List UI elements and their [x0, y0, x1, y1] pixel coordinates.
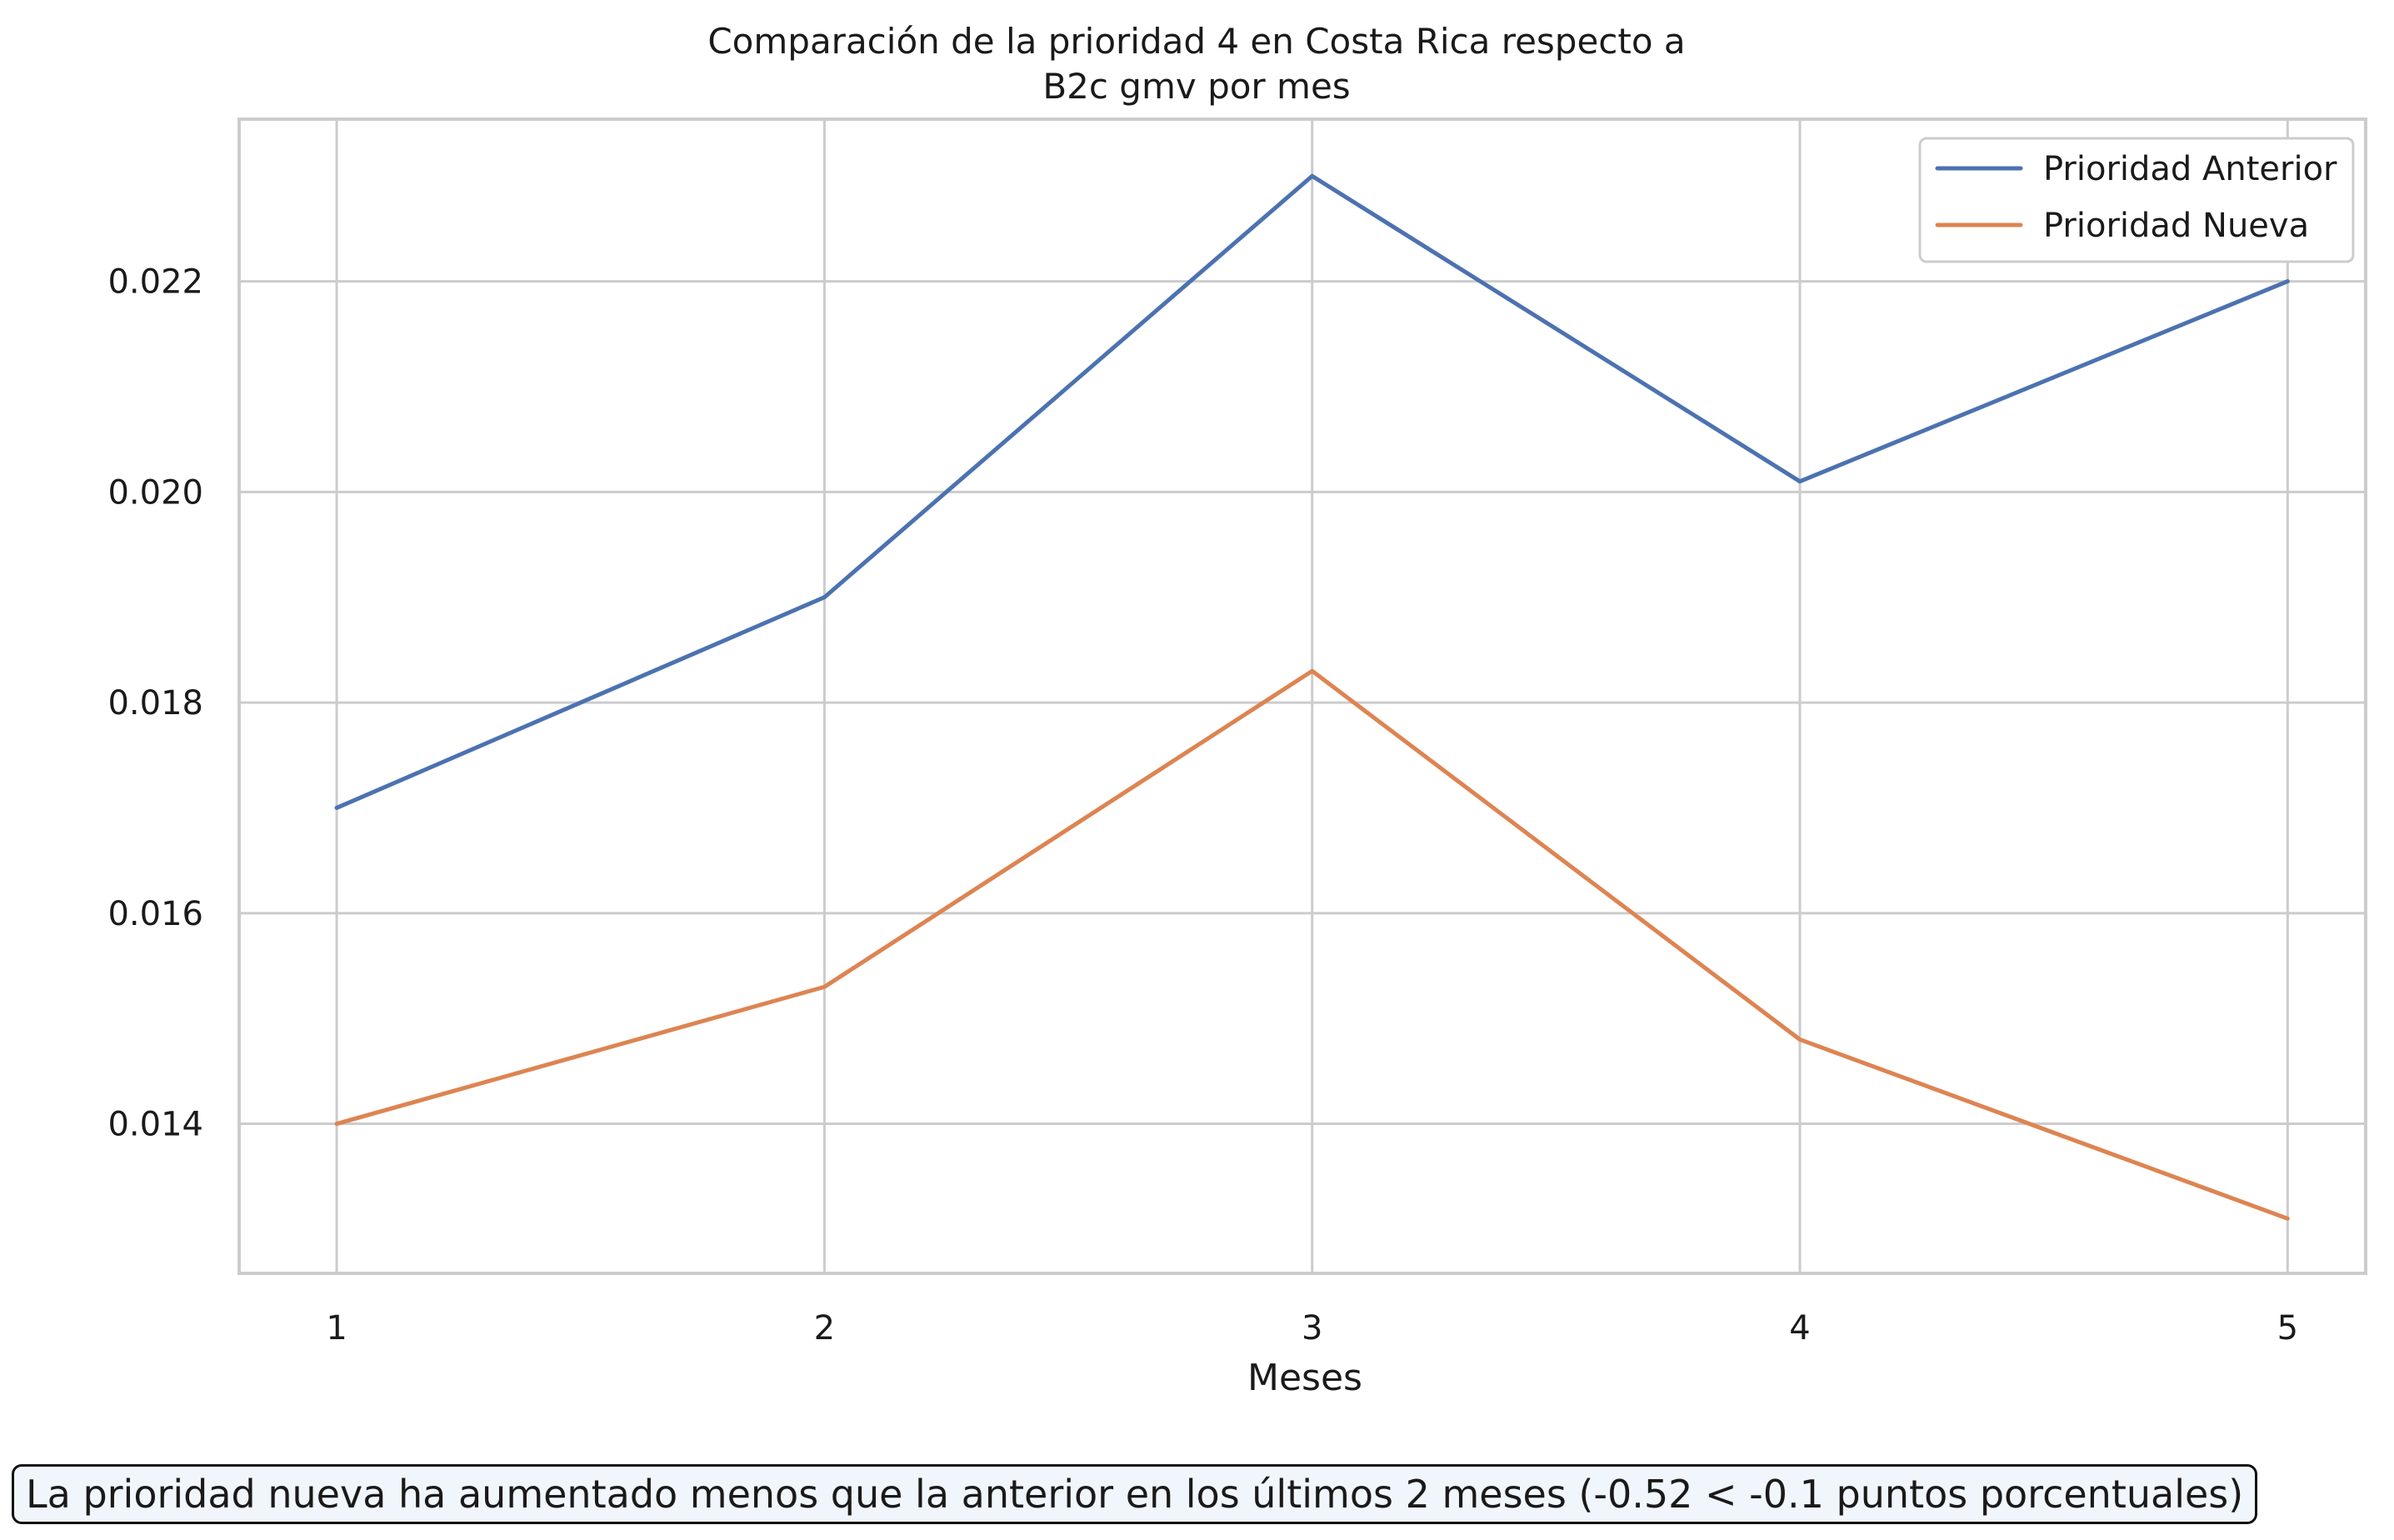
plot-frame [237, 118, 2367, 1275]
legend: Prioridad Anterior Prioridad Nueva [1918, 137, 2355, 263]
series-line-prioridad-nueva [334, 668, 2290, 1221]
y-tick-label-0.014: 0.014 [107, 1106, 203, 1144]
x-tick-label-1: 1 [326, 1309, 347, 1348]
x-tick-label-3: 3 [1302, 1309, 1322, 1348]
chart-title-line-1: Comparación de la prioridad 4 en Costa R… [707, 21, 1685, 62]
grid-lines [239, 119, 2366, 1273]
legend-label-prioridad-anterior: Prioridad Anterior [2043, 150, 2337, 188]
series-lines [334, 173, 2290, 1221]
y-tick-labels: 0.014 0.016 0.018 0.020 0.022 [107, 263, 203, 1144]
x-tick-label-5: 5 [2277, 1309, 2298, 1348]
y-tick-label-0.020: 0.020 [107, 473, 203, 512]
chart-title-line-2: B2c gmv por mes [1042, 66, 1350, 107]
x-tick-label-4: 4 [1789, 1309, 1810, 1348]
legend-box [1918, 137, 2355, 263]
series-line-prioridad-anterior [334, 173, 2290, 810]
legend-label-prioridad-nueva: Prioridad Nueva [2043, 207, 2309, 245]
y-tick-label-0.022: 0.022 [107, 263, 203, 302]
y-tick-label-0.016: 0.016 [107, 895, 203, 933]
x-tick-label-2: 2 [814, 1309, 835, 1348]
annotation-note: La prioridad nueva ha aumentado menos qu… [12, 1464, 2258, 1524]
y-tick-label-0.018: 0.018 [107, 684, 203, 722]
x-axis-label: Meses [1247, 1357, 1362, 1399]
x-tick-labels: 1 2 3 4 5 [326, 1309, 2298, 1348]
